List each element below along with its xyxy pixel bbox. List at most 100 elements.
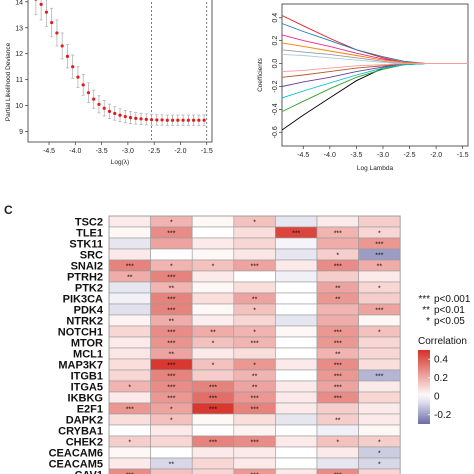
deviance-point <box>134 116 138 120</box>
gene-row-label: SNAI2 <box>71 261 103 273</box>
significance-mark: ** <box>335 286 341 293</box>
deviance-point <box>186 118 190 122</box>
gene-row-label: ITGA5 <box>71 382 103 394</box>
gene-row-label: MTOR <box>71 338 103 350</box>
heatmap-cell <box>275 446 318 459</box>
y-tick-label: 14 <box>15 0 23 6</box>
significance-mark: *** <box>209 440 217 447</box>
significance-mark: *** <box>375 242 383 249</box>
significance-mark: *** <box>251 473 259 474</box>
heatmap-cell <box>191 446 235 459</box>
significance-mark: ** <box>335 297 341 304</box>
deviance-point <box>176 118 180 122</box>
heatmap-cell <box>275 215 318 228</box>
coefficient-path-line <box>281 63 468 131</box>
deviance-point <box>165 118 169 122</box>
heatmap-cell <box>191 292 235 305</box>
heatmap-cell <box>150 446 193 459</box>
significance-mark: *** <box>334 264 342 271</box>
significance-mark: *** <box>251 341 259 348</box>
heatmap-cell <box>275 336 318 349</box>
significance-mark: ** <box>169 352 175 359</box>
gene-row-label: IKBKG <box>68 393 103 405</box>
deviance-point <box>107 109 112 113</box>
y-tick-label: 10 <box>15 103 23 110</box>
gene-row-label: CHEK2 <box>66 437 103 449</box>
heatmap-cell <box>108 413 151 426</box>
x-tick-label: -1.5 <box>457 152 469 159</box>
deviance-point <box>97 102 101 106</box>
heatmap-cell <box>275 424 318 437</box>
heatmap-cell <box>233 281 276 294</box>
panel-c-correlation-heatmap: TSC2 * *TLE1 *** *** *** *STK11 ***SRC * ***SNAI2… <box>49 215 471 474</box>
heatmap-cell <box>275 281 318 294</box>
heatmap-cell <box>108 237 151 250</box>
significance-mark: ** <box>335 352 341 359</box>
significance-mark: * <box>128 385 131 392</box>
panel-a-frame <box>27 0 213 143</box>
deviance-point <box>60 44 64 48</box>
significance-mark: * <box>378 231 381 238</box>
heatmap-cell <box>108 457 151 470</box>
panel-a-lambda-cv-plot: -4.5 -4.0 -3.5 -3.0 -2.5 -2.0 -1.5 9 10 11 12 13 14 L… <box>5 0 213 166</box>
x-tick-label: -2.5 <box>404 152 416 159</box>
heatmap-cell <box>108 281 151 294</box>
x-tick-label: -2.0 <box>430 152 442 159</box>
heatmap-cell <box>358 413 401 426</box>
gene-row-label: NOTCH1 <box>58 327 103 339</box>
heatmap-cell <box>275 303 318 316</box>
heatmap-cell <box>108 358 151 371</box>
heatmap-cell <box>191 270 235 283</box>
y-tick-label: 9 <box>19 129 23 136</box>
gene-row-label: MAP3K7 <box>58 360 103 372</box>
significance-legend-text: p<0.01 <box>434 305 465 316</box>
heatmap-cell <box>275 292 318 305</box>
gene-row-label: PDK4 <box>74 305 104 317</box>
significance-mark: * <box>378 286 381 293</box>
deviance-point <box>44 10 49 14</box>
significance-legend-text: p<0.001 <box>434 294 471 305</box>
significance-mark: *** <box>209 396 217 403</box>
gene-row-label: PTRH2 <box>67 272 103 284</box>
deviance-point <box>92 97 96 101</box>
x-tick-label: -3.0 <box>122 148 134 155</box>
significance-mark: * <box>253 308 256 315</box>
heatmap-cell <box>150 424 193 437</box>
heatmap-cell <box>191 226 235 239</box>
significance-legend-mark: *** <box>418 294 430 305</box>
gene-row-label: DAPK2 <box>66 415 103 427</box>
significance-mark: *** <box>334 396 342 403</box>
y-axis-label: Partial Likelihood Deviance <box>5 42 12 121</box>
significance-mark: * <box>212 264 215 271</box>
y-tick-label: -0.6 <box>272 126 279 138</box>
heatmap-cell <box>316 424 359 437</box>
significance-mark: ** <box>252 385 258 392</box>
significance-mark: *** <box>167 374 175 381</box>
significance-mark: ** <box>169 319 175 326</box>
heatmap-cell <box>316 468 359 474</box>
significance-mark: *** <box>126 407 134 414</box>
significance-mark: *** <box>167 231 175 238</box>
heatmap-cell <box>108 226 151 239</box>
heatmap-cell <box>316 303 359 316</box>
heatmap-cell <box>108 303 151 316</box>
panel-c-label: C <box>4 203 13 217</box>
significance-mark: *** <box>334 231 342 238</box>
heatmap-cell <box>275 314 318 327</box>
heatmap-cell <box>108 468 151 474</box>
significance-mark: *** <box>334 363 342 370</box>
coefficient-path-line <box>281 63 468 87</box>
deviance-point <box>113 111 117 116</box>
significance-mark: *** <box>167 341 175 348</box>
significance-mark: * <box>378 451 381 458</box>
heatmap-cell <box>233 347 276 360</box>
deviance-point <box>118 113 122 117</box>
heatmap-cell <box>275 347 318 360</box>
coefficient-path-line <box>281 63 468 113</box>
heatmap-cell <box>108 347 151 360</box>
heatmap-cell <box>275 369 318 382</box>
gene-row-label: CEACAM5 <box>49 459 103 471</box>
heatmap-cell <box>358 402 401 415</box>
significance-mark: * <box>212 363 215 370</box>
